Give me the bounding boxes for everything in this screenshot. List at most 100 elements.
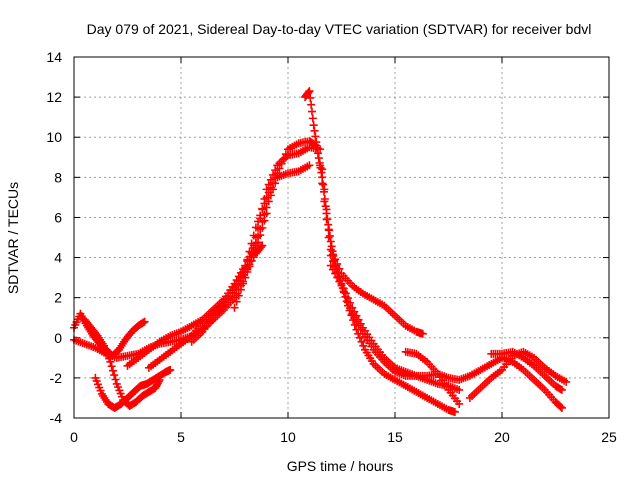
data-point bbox=[254, 223, 263, 232]
y-tick-label: -2 bbox=[50, 370, 63, 386]
data-point bbox=[562, 377, 571, 386]
data-point bbox=[326, 237, 335, 246]
data-point bbox=[140, 317, 149, 326]
data-point bbox=[325, 231, 334, 240]
y-tick-label: 6 bbox=[54, 209, 62, 225]
data-point bbox=[316, 161, 325, 170]
data-point bbox=[328, 247, 337, 256]
data-point bbox=[232, 297, 241, 306]
data-point bbox=[455, 385, 464, 394]
data-point bbox=[322, 215, 331, 224]
y-tick-label: 14 bbox=[46, 49, 62, 65]
gridlines bbox=[74, 57, 609, 418]
series-arc-10 bbox=[316, 161, 464, 394]
data-point bbox=[306, 93, 315, 102]
data-point bbox=[314, 154, 323, 163]
chart-title: Day 079 of 2021, Sidereal Day-to-day VTE… bbox=[87, 21, 592, 37]
data-point bbox=[313, 149, 322, 158]
data-point bbox=[139, 318, 148, 327]
data-point bbox=[324, 220, 333, 229]
y-tick-label: 8 bbox=[54, 169, 62, 185]
y-tick-label: 4 bbox=[54, 250, 62, 266]
y-tick-labels: -4 -2 0 2 4 6 8 10 12 14 bbox=[46, 49, 62, 426]
data-point bbox=[236, 272, 245, 281]
data-point bbox=[262, 185, 271, 194]
plot-frame bbox=[73, 56, 610, 419]
data-point bbox=[256, 214, 265, 223]
data-point bbox=[243, 265, 252, 274]
series-arc-8 bbox=[230, 143, 427, 338]
data-point bbox=[305, 87, 314, 96]
data-point bbox=[266, 175, 275, 184]
data-point bbox=[108, 366, 117, 375]
data-point bbox=[262, 203, 271, 212]
x-axis-label: GPS time / hours bbox=[287, 458, 394, 474]
data-point bbox=[418, 329, 427, 338]
data-point bbox=[264, 180, 273, 189]
data-point bbox=[328, 265, 337, 274]
data-point bbox=[310, 126, 319, 135]
data-point bbox=[236, 285, 245, 294]
data-point bbox=[245, 257, 254, 266]
data-point bbox=[304, 88, 313, 97]
data-point bbox=[271, 166, 280, 175]
data-point bbox=[556, 385, 565, 394]
data-point bbox=[328, 257, 337, 266]
y-tick-label: 12 bbox=[46, 89, 62, 105]
series-arc-14 bbox=[487, 347, 566, 394]
data-point bbox=[320, 197, 329, 206]
data-point bbox=[321, 202, 330, 211]
data-point bbox=[269, 170, 278, 179]
data-point bbox=[356, 325, 365, 334]
data-point bbox=[359, 341, 368, 350]
x-tick-labels: 0 5 10 15 20 25 bbox=[70, 429, 617, 445]
data-point bbox=[350, 313, 359, 322]
data-point bbox=[450, 407, 459, 416]
data-point bbox=[348, 309, 357, 318]
data-point bbox=[307, 107, 316, 116]
data-point bbox=[308, 114, 317, 123]
x-tick-label: 0 bbox=[70, 429, 78, 445]
data-point bbox=[337, 281, 346, 290]
x-tick-label: 20 bbox=[494, 429, 510, 445]
y-axis-label: SDTVAR / TECUs bbox=[5, 182, 21, 294]
data-point bbox=[258, 241, 267, 250]
data-point bbox=[264, 197, 273, 206]
data-point bbox=[110, 371, 119, 380]
data-point bbox=[355, 333, 364, 342]
data-point bbox=[258, 204, 267, 213]
data-point bbox=[352, 317, 361, 326]
data-point bbox=[305, 161, 314, 170]
x-tick-label: 25 bbox=[601, 429, 617, 445]
data-point bbox=[557, 403, 566, 412]
data-point bbox=[319, 180, 328, 189]
data-point bbox=[260, 194, 269, 203]
y-tick-label: -4 bbox=[50, 410, 63, 426]
data-point bbox=[326, 251, 335, 260]
data-point bbox=[247, 249, 256, 258]
data-point bbox=[326, 261, 335, 270]
data-point bbox=[230, 303, 239, 312]
data-point bbox=[311, 132, 320, 141]
series-arc-11 bbox=[326, 261, 566, 412]
data-point bbox=[241, 273, 250, 282]
data-point bbox=[106, 357, 115, 366]
data-point bbox=[339, 287, 348, 296]
y-tick-label: 2 bbox=[54, 290, 62, 306]
data-point bbox=[166, 365, 175, 374]
data-point bbox=[346, 304, 355, 313]
data-point bbox=[232, 281, 241, 290]
data-point bbox=[318, 179, 327, 188]
data-point bbox=[357, 337, 366, 346]
data-point bbox=[239, 279, 248, 288]
data-point bbox=[319, 187, 328, 196]
series-arc-4 bbox=[91, 365, 175, 412]
data-point bbox=[234, 291, 243, 300]
data-point bbox=[343, 298, 352, 307]
data-point bbox=[325, 226, 334, 235]
y-tick-label: 0 bbox=[54, 330, 62, 346]
data-points bbox=[70, 87, 571, 416]
data-point bbox=[309, 121, 318, 130]
data-point bbox=[327, 242, 336, 251]
